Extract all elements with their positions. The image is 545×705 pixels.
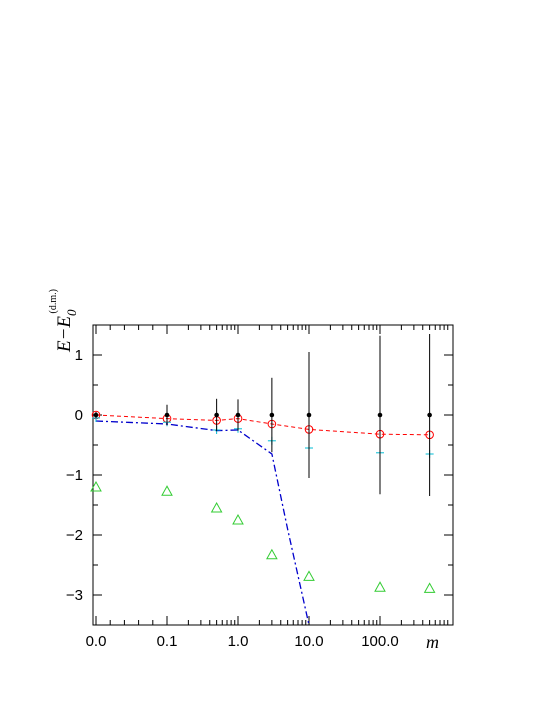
black-point	[164, 412, 170, 418]
black-point	[235, 412, 241, 418]
x-tick-label: 10.0	[294, 633, 323, 650]
y-axis-label: E−E0 (d.m.)	[48, 289, 79, 353]
x-axis: 0.0 0.1 1.0 10.0 100.0	[86, 325, 449, 650]
red-dashed-line	[95, 414, 430, 436]
x-axis-label: m	[426, 632, 439, 652]
green-triangle-point	[210, 501, 223, 513]
black-point	[306, 412, 312, 418]
x-tick-label: 0.0	[86, 633, 107, 650]
y-tick-label: 0	[75, 407, 83, 424]
green-triangle-point	[303, 570, 315, 581]
black-point	[427, 412, 432, 418]
x-tick-label: 100.0	[361, 633, 399, 650]
y-axis: 1 0 −1 −2 −3	[66, 324, 453, 626]
green-triangle-point	[423, 582, 436, 593]
plot-frame	[92, 324, 454, 626]
blue-dash-dot-line	[95, 420, 310, 626]
black-point	[377, 412, 383, 418]
x-tick-label: 0.1	[157, 633, 178, 650]
y-label-main: E−E	[54, 316, 75, 353]
y-tick-label: −1	[66, 467, 83, 484]
black-point	[93, 412, 99, 418]
green-triangle-point	[266, 548, 278, 560]
x-tick-label: 1.0	[228, 633, 249, 650]
green-triangle-point	[161, 485, 173, 496]
green-triangle-point	[374, 581, 386, 592]
green-triangle-point	[232, 513, 244, 525]
y-tick-label: 1	[75, 347, 83, 364]
black-point	[214, 412, 219, 418]
green-triangle-point	[90, 480, 102, 492]
series-layer	[90, 334, 436, 626]
y-tick-label: −2	[66, 527, 83, 544]
y-tick-label: −3	[66, 587, 83, 604]
svg-text:E−E0(d.m.): E−E0 (d.m.)	[48, 289, 79, 353]
y-label-superscript: (d.m.)	[48, 289, 59, 313]
black-point	[269, 412, 275, 418]
y-label-subscript: 0	[64, 309, 79, 316]
